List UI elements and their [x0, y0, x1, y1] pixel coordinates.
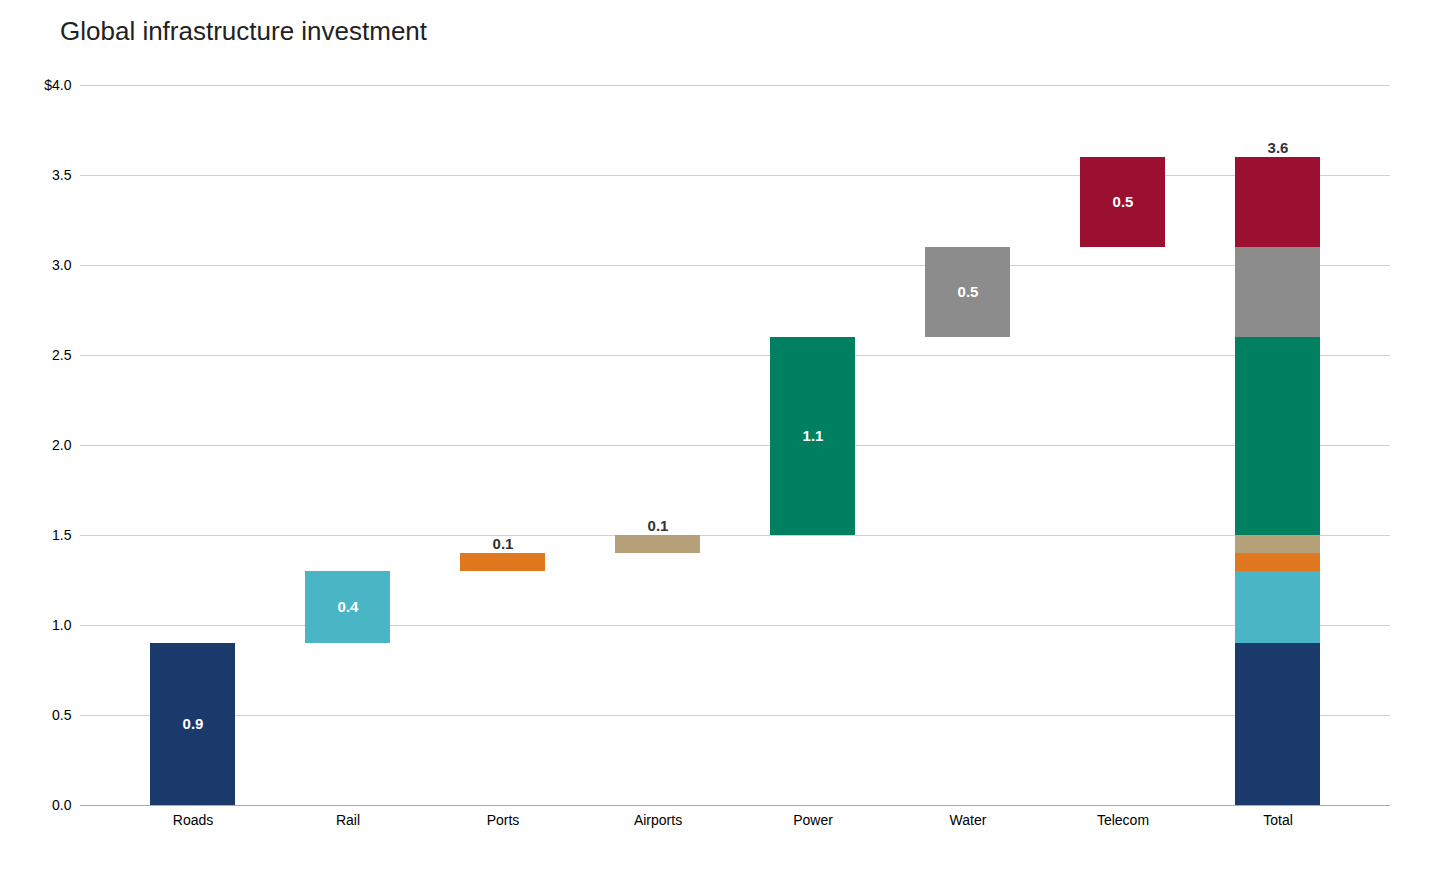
- svg-text:Roads: Roads: [173, 812, 213, 828]
- svg-text:0.5: 0.5: [958, 283, 979, 300]
- svg-text:3.0: 3.0: [52, 257, 72, 273]
- svg-text:1.5: 1.5: [52, 527, 72, 543]
- svg-text:Airports: Airports: [634, 812, 682, 828]
- svg-text:Water: Water: [950, 812, 987, 828]
- svg-text:0.4: 0.4: [338, 598, 360, 615]
- svg-text:$4.0: $4.0: [44, 77, 71, 93]
- svg-text:3.6: 3.6: [1268, 139, 1289, 156]
- svg-text:1.0: 1.0: [52, 617, 72, 633]
- svg-text:0.9: 0.9: [183, 715, 204, 732]
- svg-text:0.5: 0.5: [1113, 193, 1134, 210]
- svg-text:2.5: 2.5: [52, 347, 72, 363]
- svg-text:2.0: 2.0: [52, 437, 72, 453]
- svg-text:1.1: 1.1: [803, 427, 824, 444]
- svg-text:Telecom: Telecom: [1097, 812, 1149, 828]
- svg-text:Power: Power: [793, 812, 833, 828]
- svg-text:Rail: Rail: [336, 812, 360, 828]
- svg-text:Ports: Ports: [487, 812, 520, 828]
- svg-text:0.1: 0.1: [648, 517, 669, 534]
- html-text:Global infrastructure investme: Global infrastructure investment: [60, 16, 427, 46]
- svg-text:0.1: 0.1: [493, 535, 514, 552]
- svg-text:Total: Total: [1263, 812, 1293, 828]
- svg-text:0.5: 0.5: [52, 707, 72, 723]
- svg-text:0.0: 0.0: [52, 797, 72, 813]
- svg-text:3.5: 3.5: [52, 167, 72, 183]
